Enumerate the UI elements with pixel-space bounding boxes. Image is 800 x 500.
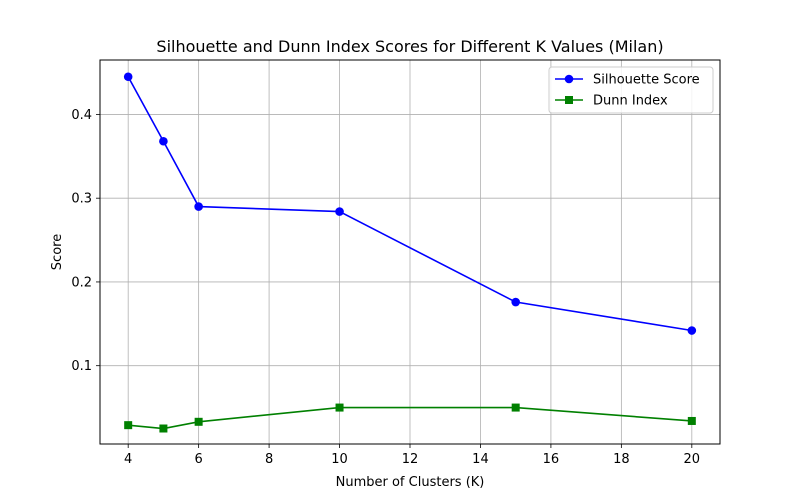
legend-marker — [564, 74, 574, 84]
x-tick-label: 10 — [331, 452, 348, 467]
silhouette-score-point — [511, 297, 520, 307]
x-tick-label: 4 — [124, 452, 132, 467]
legend-box — [548, 66, 714, 114]
silhouette-score-point — [123, 72, 133, 82]
dunn-index-point — [687, 416, 696, 425]
x-axis-label: Number of Clusters (K) — [336, 475, 485, 490]
x-tick-label: 18 — [613, 452, 630, 467]
x-tick-label: 6 — [194, 452, 202, 467]
dunn-index-point — [124, 421, 133, 430]
legend-entry: Silhouette Score — [555, 73, 700, 88]
dunn-index-point — [159, 424, 168, 433]
x-tick-label: 8 — [265, 452, 273, 467]
y-axis-label: Score — [50, 234, 65, 270]
dunn-index-point — [335, 403, 344, 412]
legend: Silhouette Score Dunn Index — [548, 66, 714, 114]
legend-label: Dunn Index — [593, 94, 668, 109]
x-tick-label: 12 — [402, 452, 419, 467]
silhouette-score-point — [335, 207, 344, 216]
series-layer — [123, 72, 697, 433]
legend-entry: Dunn Index — [555, 94, 668, 109]
ticks: 4 6 8 10 12 14 16 18 20 0.1 0.2 0.3 0.4 — [71, 108, 700, 467]
silhouette-score-line — [127, 76, 692, 332]
grid — [100, 60, 720, 444]
y-tick-label: 0.2 — [71, 275, 92, 290]
silhouette-score-series — [123, 72, 697, 335]
chart-title: Silhouette and Dunn Index Scores for Dif… — [156, 37, 663, 56]
y-tick-label: 0.4 — [71, 108, 92, 123]
silhouette-score-point — [159, 136, 168, 146]
dunn-index-point — [511, 403, 520, 412]
x-tick-label: 14 — [472, 452, 489, 467]
y-tick-label: 0.3 — [71, 192, 92, 207]
legend-marker — [565, 96, 573, 104]
dunn-index-line — [128, 406, 692, 430]
x-tick-label: 16 — [543, 452, 560, 467]
silhouette-score-point — [687, 326, 697, 335]
legend-label: Silhouette Score — [593, 73, 700, 88]
silhouette-score-point — [194, 202, 203, 211]
dunn-index-series — [124, 403, 696, 433]
y-tick-label: 0.1 — [71, 359, 92, 374]
dunn-index-point — [194, 417, 203, 426]
x-tick-label: 20 — [684, 452, 701, 467]
